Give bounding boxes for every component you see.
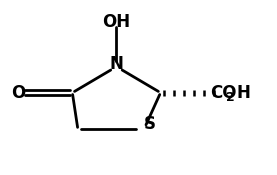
Text: O: O	[11, 84, 26, 102]
Text: H: H	[236, 84, 250, 102]
Text: S: S	[143, 115, 155, 133]
Text: 2: 2	[225, 91, 234, 104]
Text: CO: CO	[210, 84, 237, 102]
Text: N: N	[109, 55, 123, 73]
Text: OH: OH	[102, 13, 130, 30]
